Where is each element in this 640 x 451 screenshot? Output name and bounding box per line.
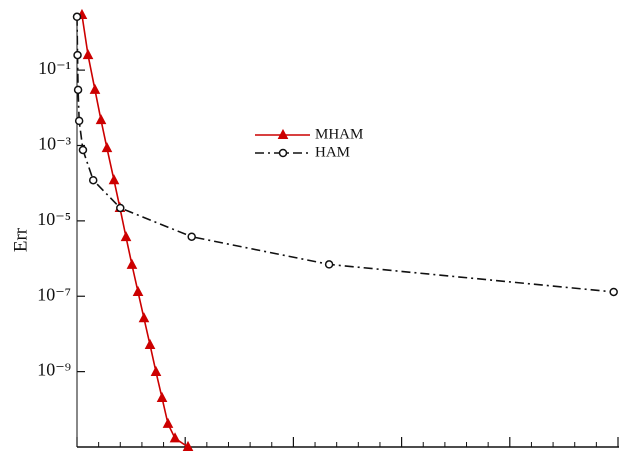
- marker-circle: [88, 175, 98, 185]
- y-tick-label: 10⁻⁵: [37, 209, 71, 229]
- marker-triangle: [101, 142, 113, 153]
- marker-triangle: [162, 417, 174, 428]
- y-tick-label: 10⁻⁹: [37, 360, 71, 380]
- marker-circle: [609, 287, 618, 297]
- legend-label: MHAM: [315, 126, 363, 142]
- marker-circle: [116, 203, 125, 213]
- marker-triangle: [277, 128, 289, 139]
- y-axis-label: Err: [10, 227, 31, 252]
- marker-circle: [324, 260, 334, 269]
- marker-triangle: [126, 258, 138, 269]
- marker-circle: [73, 85, 83, 95]
- marker-triangle: [120, 231, 132, 242]
- marker-triangle: [156, 391, 168, 402]
- legend-label: HAM: [315, 144, 350, 160]
- marker-triangle: [95, 114, 107, 125]
- marker-circle: [278, 148, 288, 158]
- y-tick-label: 10⁻¹: [38, 58, 71, 78]
- marker-circle: [72, 12, 82, 22]
- series-line: [81, 14, 189, 448]
- marker-circle: [187, 232, 196, 241]
- marker-triangle: [89, 83, 101, 94]
- marker-circle: [74, 116, 84, 126]
- marker-circle: [78, 145, 88, 155]
- marker-triangle: [108, 174, 120, 185]
- marker-triangle: [132, 285, 144, 296]
- marker-triangle: [169, 432, 181, 443]
- marker-circle: [73, 50, 82, 60]
- marker-triangle: [82, 49, 94, 60]
- y-tick-label: 10⁻⁷: [37, 284, 71, 304]
- y-tick-label: 10⁻³: [38, 134, 72, 154]
- marker-triangle: [138, 312, 150, 323]
- marker-triangle: [144, 338, 156, 349]
- marker-triangle: [150, 365, 162, 376]
